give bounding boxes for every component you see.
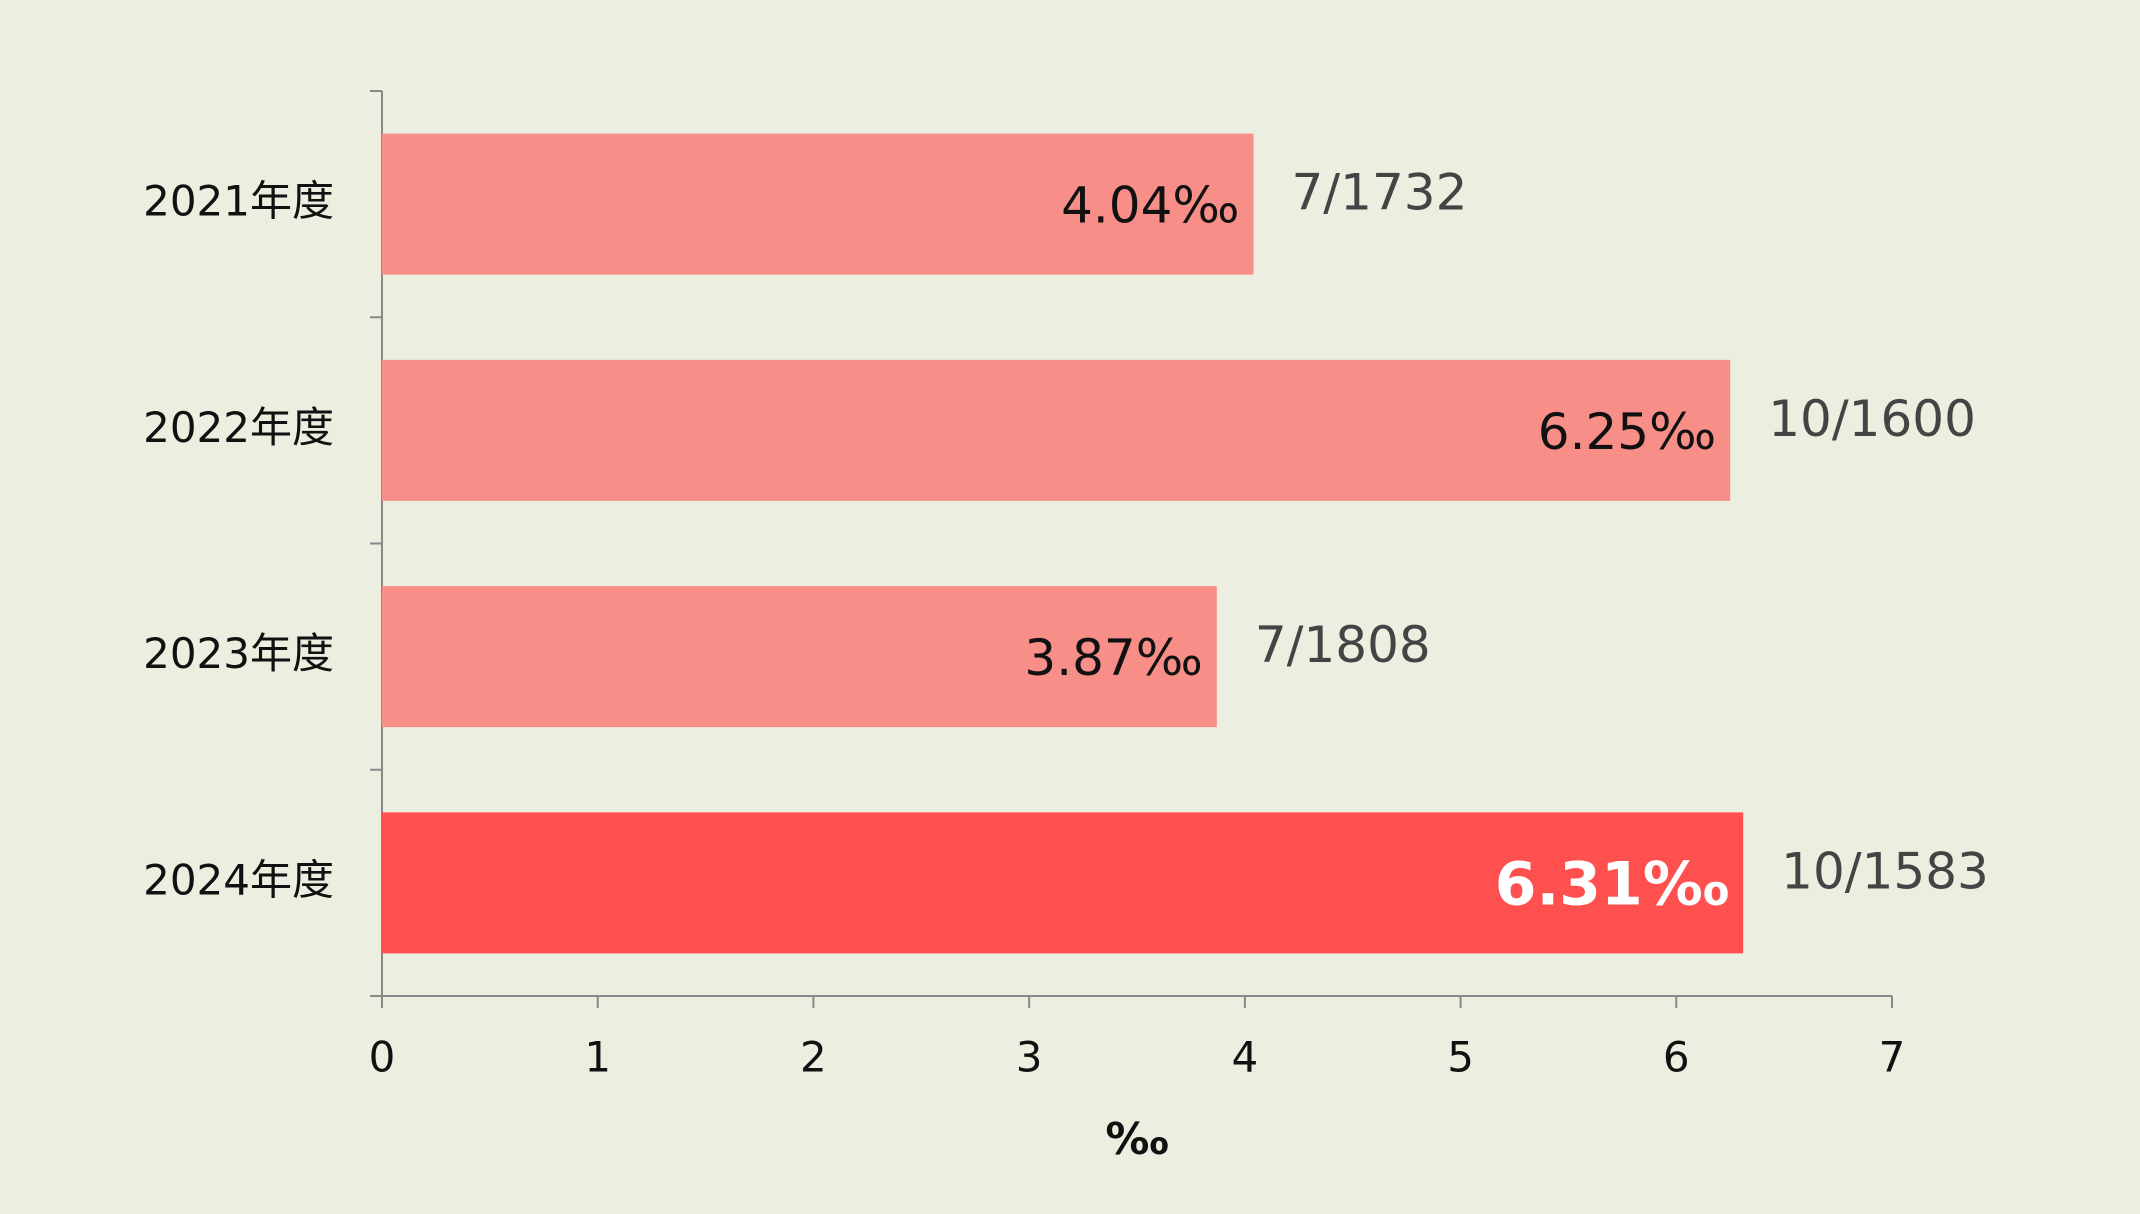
- annotation: 7/1732: [1291, 164, 1467, 222]
- x-tick-label: 7: [1879, 1033, 1906, 1082]
- x-tick-label: 4: [1231, 1033, 1258, 1082]
- x-tick-label: 2: [800, 1033, 827, 1082]
- bar: [382, 359, 1731, 501]
- x-tick-label: 5: [1447, 1033, 1474, 1082]
- x-tick-label: 1: [584, 1033, 611, 1082]
- value-label: 6.31‰: [1495, 849, 1729, 919]
- annotation: 10/1583: [1781, 842, 1989, 900]
- value-label: 3.87‰: [1024, 629, 1202, 687]
- x-tick-label: 6: [1663, 1033, 1690, 1082]
- x-tick-label: 0: [369, 1033, 396, 1082]
- y-tick-label: 2022年度: [143, 403, 334, 452]
- x-tick-label: 3: [1016, 1033, 1043, 1082]
- annotation: 10/1600: [1768, 390, 1976, 448]
- bar: [382, 133, 1254, 275]
- annotation: 7/1808: [1255, 616, 1431, 674]
- value-label: 6.25‰: [1538, 403, 1716, 461]
- bar: [382, 586, 1217, 728]
- value-label: 4.04‰: [1061, 177, 1239, 235]
- bar: [382, 812, 1744, 954]
- y-tick-label: 2023年度: [143, 629, 334, 678]
- y-tick-label: 2024年度: [143, 855, 334, 904]
- y-tick-label: 2021年度: [143, 177, 334, 226]
- x-axis-label: ‰: [1105, 1114, 1168, 1165]
